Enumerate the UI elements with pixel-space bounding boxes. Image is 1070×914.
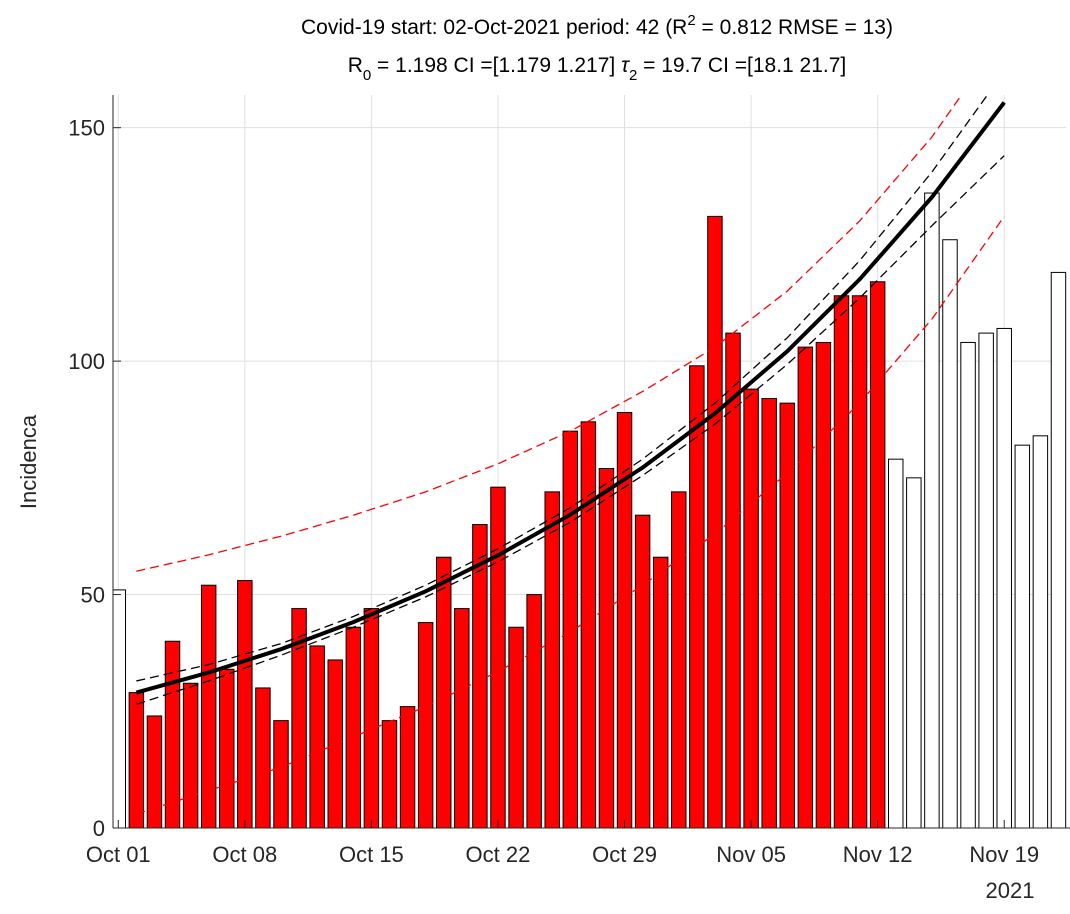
x-tick-label: Oct 29 bbox=[592, 842, 657, 867]
bar bbox=[454, 608, 470, 828]
y-axis-label: Incidenca bbox=[16, 414, 41, 509]
bar bbox=[508, 626, 524, 828]
title-superscript: 2 bbox=[687, 12, 695, 29]
bar bbox=[219, 668, 235, 828]
title-part: = 1.198 CI =[1.179 1.217] bbox=[371, 54, 621, 77]
x-tick-label: Nov 19 bbox=[969, 842, 1039, 867]
bar bbox=[888, 458, 904, 828]
bar bbox=[598, 468, 615, 828]
title-part: = 0.812 RMSE = 13) bbox=[696, 16, 893, 39]
bar bbox=[869, 281, 886, 828]
fit-curve bbox=[135, 101, 1006, 695]
x-tick-label: Oct 01 bbox=[86, 842, 151, 867]
title-line-1: Covid-19 start: 02-Oct-2021 period: 42 (… bbox=[301, 12, 893, 39]
bar bbox=[652, 556, 669, 828]
bar bbox=[182, 682, 199, 828]
plot-area bbox=[113, 95, 1067, 828]
bar bbox=[1032, 435, 1049, 828]
title-subscript: 0 bbox=[363, 67, 371, 84]
bar bbox=[689, 365, 705, 828]
bar bbox=[200, 584, 217, 828]
title-line-2: R0 = 1.198 CI =[1.179 1.217] τ2 = 19.7 C… bbox=[348, 54, 847, 84]
bar bbox=[924, 192, 940, 828]
x-year-label: 2021 bbox=[986, 878, 1035, 903]
y-tick-label: 50 bbox=[81, 583, 105, 608]
bar bbox=[146, 715, 163, 828]
bar bbox=[562, 430, 579, 828]
bar bbox=[291, 608, 307, 828]
bar bbox=[164, 640, 181, 828]
y-tick-label: 100 bbox=[68, 349, 105, 374]
bar bbox=[1014, 444, 1031, 828]
bar bbox=[381, 720, 398, 828]
confidence-curve bbox=[136, 95, 989, 682]
y-tick-label: 150 bbox=[68, 116, 105, 141]
bar bbox=[671, 491, 687, 828]
y-tick-label: 0 bbox=[93, 816, 105, 841]
bar bbox=[906, 477, 922, 828]
bar bbox=[616, 411, 633, 828]
bar bbox=[580, 421, 597, 828]
bar bbox=[435, 556, 452, 828]
bar bbox=[526, 594, 542, 828]
x-tick-label: Oct 22 bbox=[466, 842, 531, 867]
bar bbox=[345, 626, 362, 828]
bar bbox=[399, 706, 416, 828]
bar bbox=[743, 388, 759, 828]
bar bbox=[255, 687, 271, 828]
bar bbox=[996, 327, 1012, 828]
x-tick-label: Nov 05 bbox=[716, 842, 786, 867]
bar bbox=[273, 720, 289, 828]
title-part: Covid-19 start: 02-Oct-2021 period: 42 (… bbox=[301, 16, 687, 39]
bar bbox=[779, 402, 795, 828]
bar bbox=[634, 514, 651, 828]
bar bbox=[1050, 271, 1067, 828]
bar bbox=[725, 332, 741, 828]
bar bbox=[544, 491, 560, 828]
bar bbox=[833, 295, 850, 828]
title-subscript: 2 bbox=[629, 67, 637, 84]
bar bbox=[797, 346, 814, 828]
bar bbox=[128, 692, 145, 828]
bar bbox=[417, 622, 434, 828]
confidence-curve bbox=[136, 216, 1005, 815]
bar bbox=[113, 589, 127, 828]
bar bbox=[363, 608, 380, 828]
title-part: R bbox=[348, 54, 363, 77]
x-tick-label: Oct 08 bbox=[212, 842, 277, 867]
bar bbox=[851, 295, 868, 828]
bar bbox=[978, 332, 994, 828]
bar bbox=[237, 580, 253, 828]
x-tick-label: Nov 12 bbox=[843, 842, 913, 867]
bar bbox=[815, 341, 832, 828]
bar bbox=[472, 524, 488, 828]
bar bbox=[960, 341, 976, 828]
title-part: τ bbox=[621, 54, 630, 77]
bar bbox=[707, 215, 723, 828]
title-part: = 19.7 CI =[18.1 21.7] bbox=[637, 54, 846, 77]
bar bbox=[490, 486, 506, 828]
bar bbox=[761, 397, 777, 828]
x-tick-label: Oct 15 bbox=[339, 842, 404, 867]
confidence-curve bbox=[136, 95, 963, 572]
bar bbox=[942, 239, 958, 828]
bar bbox=[309, 645, 325, 828]
